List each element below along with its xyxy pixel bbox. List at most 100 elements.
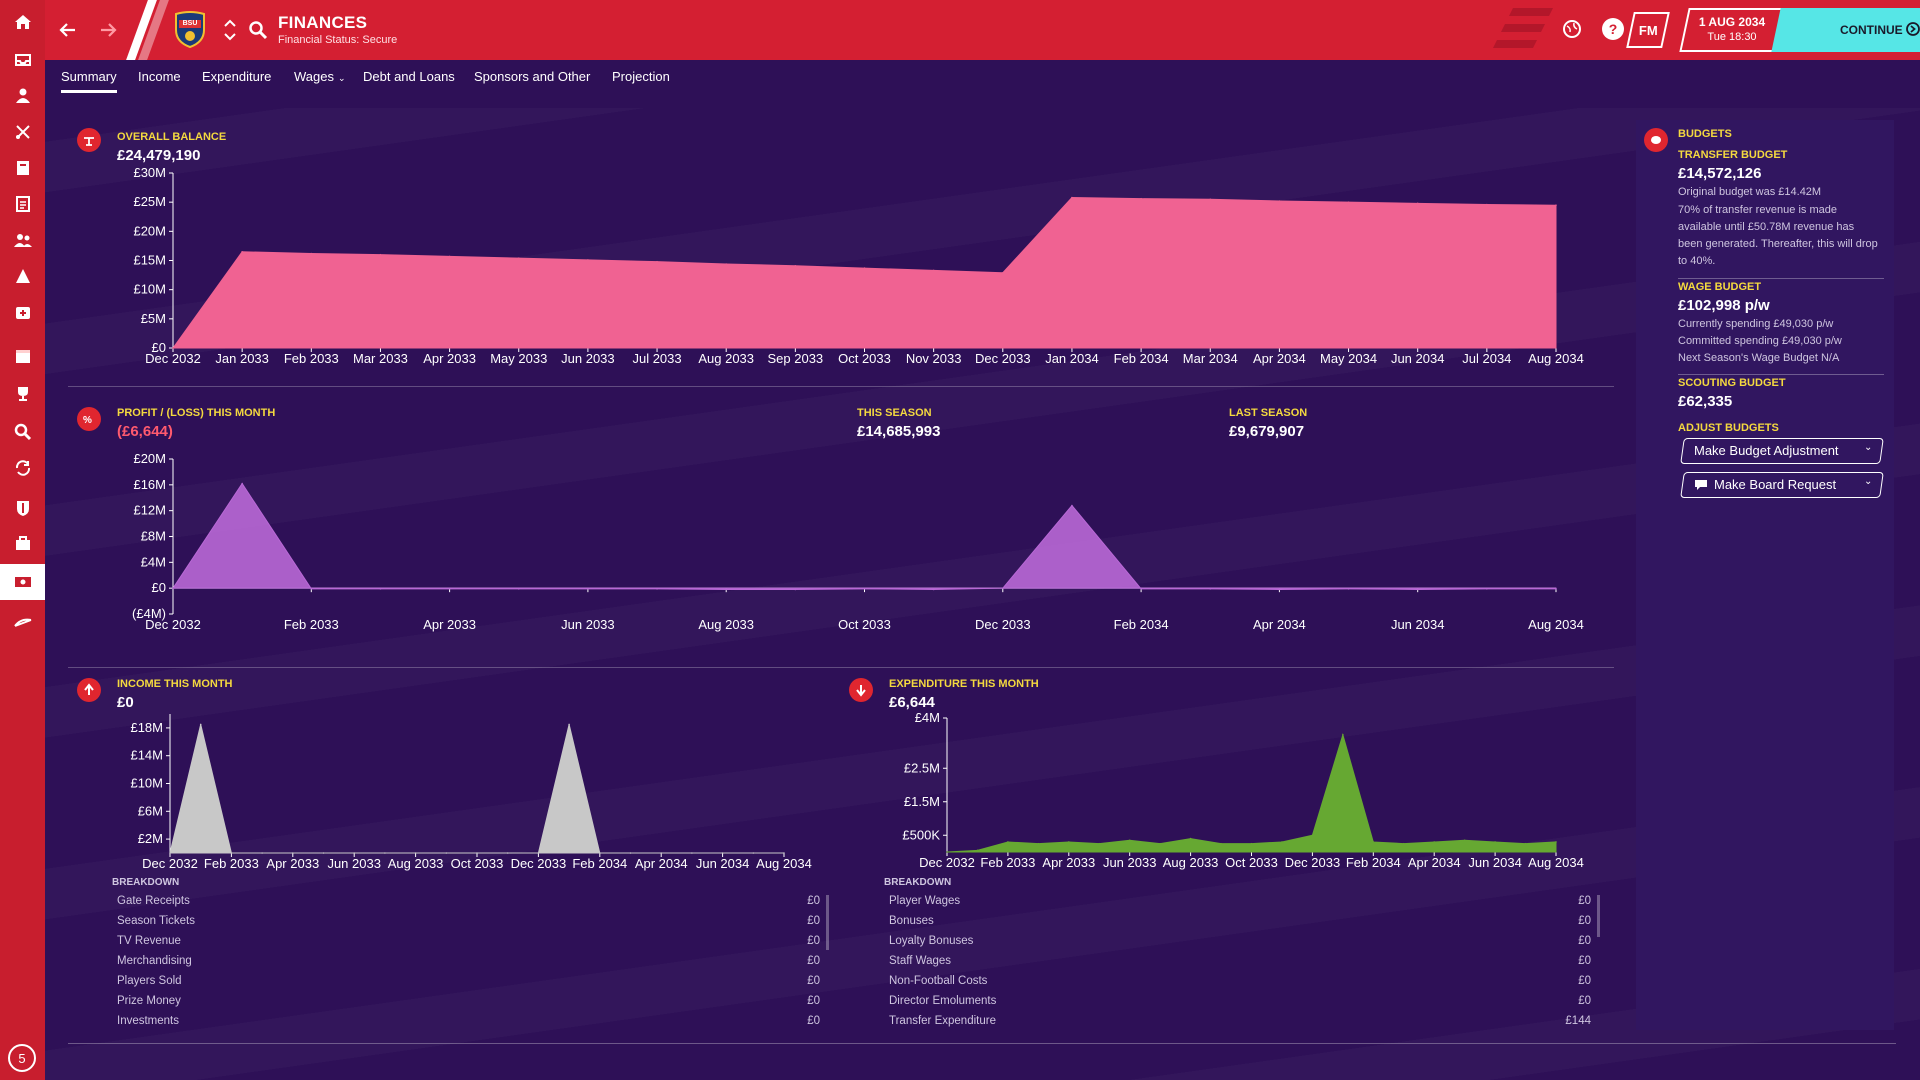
continue-arrow-icon [1906, 22, 1920, 36]
y-tick-label: £10M [130, 776, 163, 791]
header: BSU FINANCES Financial Status: Secure ? … [45, 0, 1920, 60]
expenditure-data-point [1220, 842, 1222, 845]
income-value: £0 [117, 694, 134, 711]
training-icon[interactable] [0, 260, 45, 292]
income-data-point [629, 852, 632, 854]
income-area [169, 724, 784, 854]
help-icon[interactable]: ? [1602, 18, 1624, 40]
balance-data-point [1347, 201, 1350, 203]
balance-data-point [1002, 271, 1004, 274]
x-tick-label: Dec 2032 [145, 351, 201, 366]
scouting-icon[interactable] [0, 416, 45, 448]
club-switch-icon[interactable] [223, 16, 237, 44]
tab-projection[interactable]: Projection [612, 69, 670, 84]
schedule-icon[interactable] [0, 340, 45, 372]
expenditure-data-point [1494, 841, 1496, 843]
tab-income[interactable]: Income [138, 69, 181, 84]
breakdown-row-value: £0 [1578, 995, 1591, 1007]
income-data-point [721, 852, 724, 854]
team-report-icon[interactable] [0, 152, 45, 184]
overall-balance-label: OVERALL BALANCE [117, 131, 227, 143]
club-vision-icon[interactable] [0, 528, 45, 560]
squad-icon[interactable] [0, 80, 45, 112]
expenditure-data-point [1311, 834, 1314, 837]
balance-data-point [863, 267, 866, 269]
club-info-icon[interactable] [0, 492, 45, 524]
x-tick-label: Feb 2033 [284, 351, 339, 366]
breakdown-row-label: Gate Receipts [117, 895, 190, 907]
inbox-icon[interactable] [0, 44, 45, 76]
notification-badge[interactable]: 5 [8, 1044, 36, 1072]
back-icon[interactable] [56, 18, 80, 42]
income-data-point [537, 852, 540, 854]
tab-label: Sponsors and Other [474, 69, 591, 84]
x-tick-label: Jun 2033 [561, 351, 615, 366]
tab-summary[interactable]: Summary [61, 69, 117, 93]
income-data-point [752, 852, 755, 854]
x-tick-label: Jun 2034 [1391, 617, 1445, 632]
medical-icon[interactable] [0, 296, 45, 328]
x-tick-label: Dec 2032 [142, 856, 198, 871]
competitions-icon[interactable] [0, 378, 45, 410]
home-icon[interactable] [0, 6, 45, 38]
wage-budget-value: £102,998 p/w [1678, 297, 1770, 314]
x-tick-label: Aug 2034 [1528, 855, 1584, 870]
tab-label: Debt and Loans [363, 69, 455, 84]
search-icon[interactable] [248, 20, 268, 40]
tactics-icon[interactable] [0, 116, 45, 148]
tab-debt-and-loans[interactable]: Debt and Loans [363, 69, 455, 84]
expenditure-scrollbar[interactable] [1597, 895, 1600, 937]
income-data-point [783, 852, 785, 854]
transfers-icon[interactable] [0, 452, 45, 484]
x-tick-label: Jan 2033 [215, 351, 269, 366]
tab-sponsors-and-other[interactable]: Sponsors and Other [474, 69, 590, 84]
balance-data-point [448, 255, 451, 258]
overall-balance-value: £24,479,190 [117, 147, 201, 164]
x-tick-label: Dec 2032 [919, 855, 975, 870]
breakdown-row-value: £0 [807, 955, 820, 967]
breakdown-row-label: Transfer Expenditure [889, 1015, 996, 1027]
profit-data-point [794, 588, 797, 591]
breakdown-row-label: TV Revenue [117, 935, 181, 947]
breakdown-row-value: £0 [1578, 975, 1591, 987]
y-tick-label: £25M [133, 194, 166, 209]
balance-data-point [932, 269, 935, 272]
club-crest-icon[interactable]: BSU [173, 10, 207, 49]
x-tick-label: Feb 2033 [204, 856, 259, 871]
tab-expenditure[interactable]: Expenditure [202, 69, 271, 84]
x-tick-label: Feb 2034 [572, 856, 627, 871]
breakdown-row-label: Season Tickets [117, 915, 195, 927]
reports-icon[interactable] [0, 188, 45, 220]
tab-label: Expenditure [202, 69, 272, 84]
profit-data-point [1278, 588, 1281, 591]
next-season-wage-budget: Next Season's Wage Budget N/A [1678, 352, 1840, 364]
expenditure-data-point [1098, 842, 1101, 845]
fm-label: FM [1638, 22, 1658, 38]
staff-icon[interactable] [0, 224, 45, 256]
x-tick-label: Feb 2034 [1114, 617, 1169, 632]
finances-icon[interactable] [0, 564, 45, 600]
x-tick-label: Apr 2034 [635, 856, 688, 871]
income-scrollbar[interactable] [826, 895, 829, 950]
forward-icon[interactable] [96, 18, 120, 42]
expenditure-value: £6,644 [889, 694, 935, 711]
x-tick-label: Mar 2033 [353, 351, 408, 366]
divider [1678, 278, 1884, 279]
profit-data-point [1140, 588, 1142, 590]
profit-data-point [241, 482, 243, 485]
budgets-title: BUDGETS [1678, 128, 1732, 140]
balance-data-point [587, 259, 589, 261]
expenditure-data-point [1433, 841, 1435, 843]
breakdown-row-value: £0 [807, 935, 820, 947]
fm-menu-button[interactable]: FM [1626, 12, 1670, 48]
world-icon[interactable] [1561, 18, 1583, 40]
chevron-down-icon: ⌄ [1864, 442, 1873, 453]
x-tick-label: Feb 2033 [980, 855, 1035, 870]
expenditure-data-point [1250, 842, 1253, 845]
dev-centre-icon[interactable] [0, 606, 45, 638]
income-data-point [599, 852, 601, 854]
x-tick-label: Oct 2033 [451, 856, 504, 871]
tab-wages[interactable]: Wages ⌄ [294, 69, 346, 84]
